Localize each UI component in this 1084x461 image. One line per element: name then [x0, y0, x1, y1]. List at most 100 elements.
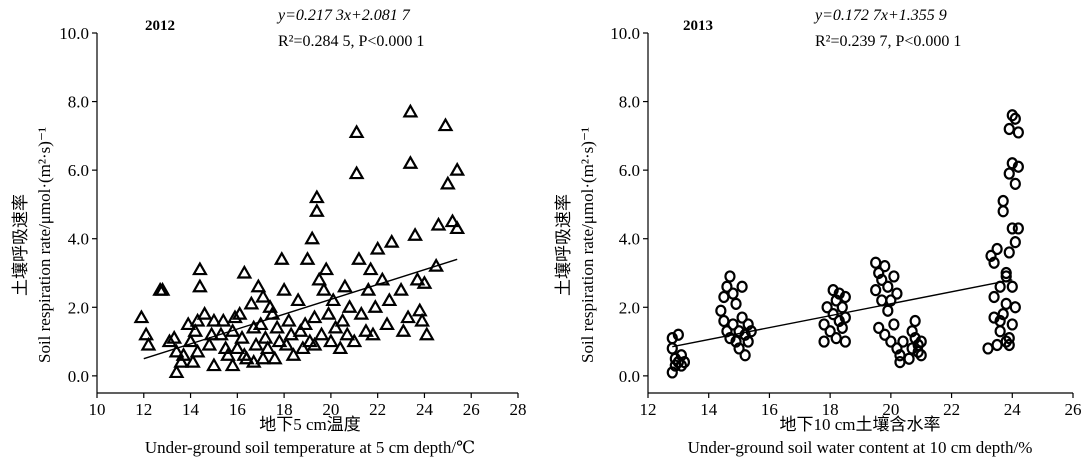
chart-2013-data-point	[1000, 335, 1012, 348]
chart-2012-data-point	[374, 271, 391, 286]
chart-2013-data-point	[836, 301, 848, 314]
chart-2012-data-point	[203, 326, 220, 341]
chart-2013-data-point	[894, 356, 906, 369]
chart-2012-data-point	[140, 336, 157, 351]
chart-2013-data-point	[1012, 222, 1024, 235]
chart-2013-y-tick-label: 6.0	[619, 161, 640, 180]
chart-2012-data-point	[297, 316, 314, 331]
chart-2013-data-point	[1000, 297, 1012, 310]
chart-2012-data-point	[308, 189, 325, 204]
chart-2012-data-point	[255, 288, 271, 303]
chart-2013-data-point	[739, 328, 751, 341]
chart-2013-data-point	[912, 345, 924, 358]
chart-2013-data-point	[733, 325, 745, 338]
chart-2013-data-point	[876, 294, 888, 307]
chart-2013-data-point	[833, 287, 845, 300]
chart-2013-data-point	[997, 205, 1009, 218]
chart-2012-data-point	[271, 333, 288, 348]
chart-2012-data-point	[227, 309, 243, 324]
chart-2013-data-point	[715, 304, 727, 317]
chart-2012-data-point	[341, 299, 358, 313]
chart-2012-data-point	[365, 326, 381, 341]
chart-2012-data-point	[418, 326, 435, 341]
chart-2013-x-tick-label: 24	[1004, 400, 1022, 419]
chart-2012-data-point	[252, 316, 269, 331]
chart-2012-data-point	[189, 343, 206, 358]
chart-2013-data-point	[818, 335, 830, 348]
chart-2013-data-point	[1006, 157, 1018, 170]
chart-2013-data-point	[912, 338, 924, 352]
chart-2013-data-point	[839, 290, 851, 304]
chart-2013-r2: R²=0.239 7, P<0.000 1	[815, 33, 961, 50]
chart-2012-data-point	[283, 326, 300, 341]
chart-2013-x-tick-label: 22	[943, 400, 960, 419]
chart-2012-data-point	[411, 302, 428, 317]
chart-2012-data-point	[259, 340, 276, 355]
chart-2013-data-point	[1006, 109, 1018, 122]
chart-2012-data-point	[192, 261, 208, 276]
chart-2013-x-tick-label: 26	[1065, 400, 1082, 419]
chart-2013-data-point	[994, 325, 1006, 338]
chart-2013-y-label-cn: 土壤呼吸速率	[553, 194, 573, 296]
chart-2013-data-point	[666, 366, 678, 379]
chart-2012-data-point	[220, 347, 236, 361]
chart-2012-data-point	[362, 261, 379, 276]
chart-2012-data-point	[192, 278, 208, 293]
chart-2012-data-point	[133, 309, 150, 324]
chart-2013-data-point	[997, 194, 1009, 208]
chart-2013-data-point	[873, 321, 885, 334]
chart-2012-data-point	[318, 261, 335, 276]
chart-2012-data-point	[264, 305, 281, 320]
chart-2012-data-point	[173, 353, 190, 368]
chart-2012-data-point	[236, 264, 253, 279]
chart-2012-data-point	[430, 216, 447, 231]
chart-2012-x-tick-label: 14	[182, 400, 200, 419]
chart-2012-data-point	[215, 312, 232, 327]
chart-2013-axes: 12 14 16 18 20 22 24 26 0.0 2.0 4.0 6.0 8.0 10.0	[610, 24, 1081, 419]
chart-2012-data-point	[206, 312, 222, 327]
chart-2013-data-point	[742, 335, 754, 348]
chart-2012-data-point	[196, 305, 213, 320]
chart-2012-data-point	[187, 323, 204, 337]
chart-2013-x-tick-label: 12	[640, 400, 657, 419]
chart-2012-data-point	[278, 336, 295, 351]
chart-2012-data-point	[243, 295, 260, 310]
chart-2012-x-tick-label: 20	[322, 400, 339, 419]
chart-2012-data-point	[449, 220, 466, 235]
chart-2013-points	[666, 109, 1024, 379]
chart-2013-data-point	[1003, 246, 1015, 259]
chart-2012-data-point	[168, 364, 185, 379]
chart-2013-data-point	[718, 314, 730, 328]
chart-2012-data-point	[168, 343, 185, 358]
chart-2013-data-point	[991, 242, 1003, 256]
chart-2013-data-point	[879, 260, 891, 273]
chart-2013-data-point	[909, 314, 921, 328]
chart-2013-data-point	[891, 342, 903, 355]
chart-2013-data-point	[1006, 222, 1018, 235]
chart-2012-y-tick-label: 0.0	[68, 367, 89, 386]
chart-2012-equation: y=0.217 3x+2.081 7	[276, 7, 411, 24]
chart-2012-y-label-cn: 土壤呼吸速率	[10, 194, 30, 296]
chart-2013-data-point	[836, 321, 848, 334]
chart-2012-data-point	[285, 347, 302, 361]
chart-2013-data-point	[730, 297, 742, 310]
chart-2013-data-point	[733, 342, 745, 355]
chart-2013-data-point	[833, 314, 845, 328]
chart-2012-data-point	[308, 203, 325, 217]
chart-2012-data-point	[280, 312, 297, 327]
chart-2013-title: 2013	[683, 18, 713, 34]
chart-2013-data-point	[906, 325, 918, 338]
chart-2013-data-point	[1003, 338, 1015, 352]
chart-2012-data-point	[257, 329, 274, 344]
chart-2013-data-point	[1006, 318, 1018, 331]
chart-2013-x-tick-label: 16	[761, 400, 778, 419]
chart-2012-x-label-cn: 地下5 cm温度	[259, 415, 361, 434]
chart-2012-y-tick-label: 10.0	[59, 24, 89, 43]
chart-2012-data-point	[189, 312, 206, 327]
chart-2013-data-point	[991, 338, 1003, 352]
chart-2013-data-point	[818, 318, 830, 331]
chart-2012-data-point	[409, 271, 426, 286]
chart-2012-data-point	[402, 155, 419, 169]
chart-2013-data-point	[882, 280, 894, 293]
